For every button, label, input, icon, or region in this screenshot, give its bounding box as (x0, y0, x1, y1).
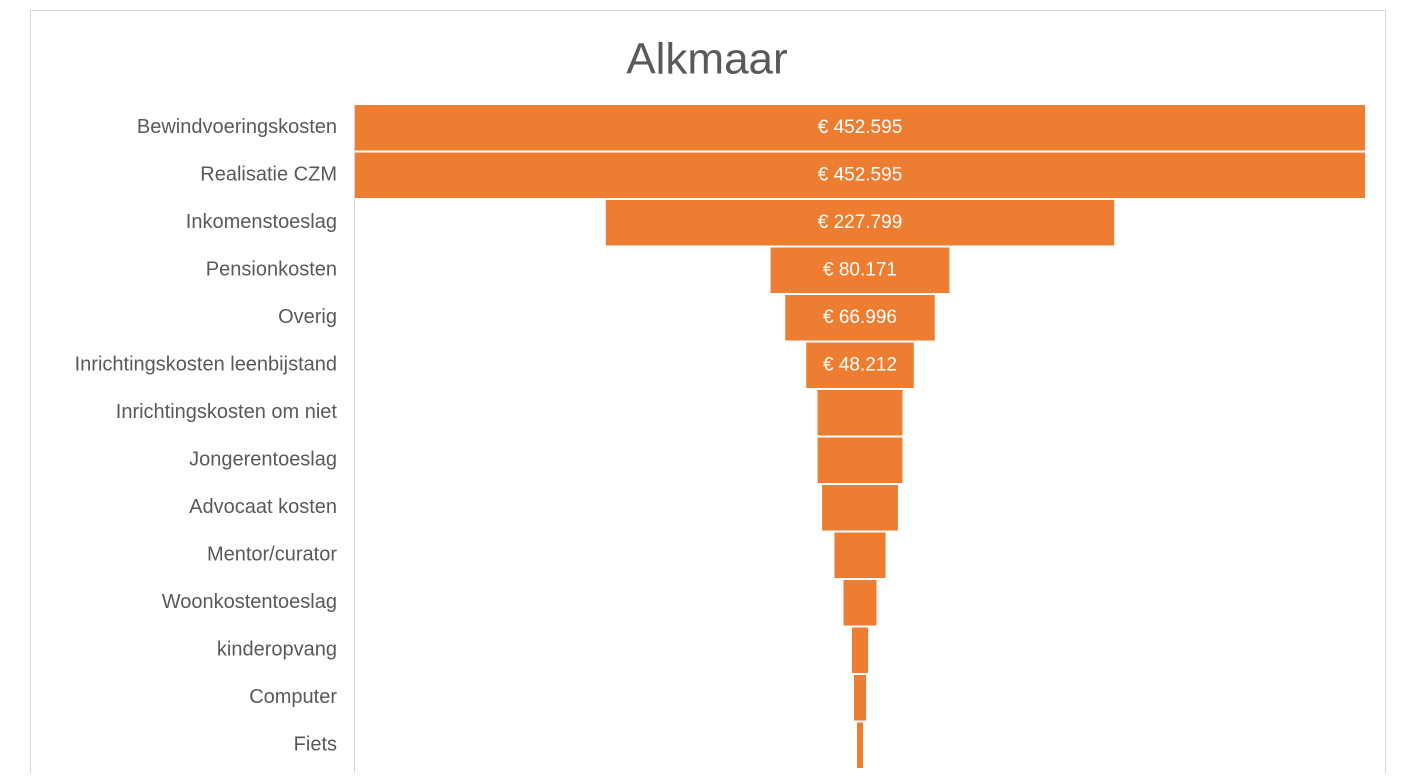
bar (817, 437, 903, 483)
category-label: Mentor/curator (207, 544, 337, 566)
category-label: Inrichtingskosten om niet (116, 401, 338, 423)
value-label: € 66.996 (823, 307, 897, 328)
category-label: Bewindvoeringskosten (137, 116, 337, 138)
bar (822, 485, 898, 531)
value-label: € 80.171 (823, 259, 897, 280)
category-label: Computer (249, 686, 337, 708)
chart-title: Alkmaar (626, 35, 787, 84)
value-label: € 452.595 (818, 164, 903, 185)
value-label: € 227.799 (818, 212, 903, 233)
category-label: kinderopvang (217, 639, 337, 661)
bar (853, 675, 867, 721)
category-label: Overig (278, 306, 337, 328)
category-label: Advocaat kosten (189, 496, 337, 518)
bar (834, 532, 886, 578)
bar (856, 722, 864, 768)
bar (355, 105, 1365, 151)
category-label: Inrichtingskosten leenbijstand (75, 354, 337, 376)
category-label: Pensionkosten (206, 259, 337, 281)
bar (770, 247, 950, 293)
bar (806, 342, 914, 388)
value-label: € 452.595 (818, 117, 903, 138)
bar (851, 627, 869, 673)
bar (843, 580, 877, 626)
category-label: Woonkostentoeslag (162, 591, 337, 613)
category-label: Jongerentoeslag (189, 449, 337, 471)
bar (355, 152, 1365, 198)
category-label: Fiets (294, 734, 337, 756)
bar (817, 390, 903, 436)
bar (605, 200, 1115, 246)
bar (785, 295, 935, 341)
category-label: Inkomenstoeslag (186, 211, 337, 233)
value-label: € 48.212 (823, 354, 897, 375)
category-label: Realisatie CZM (200, 164, 337, 186)
